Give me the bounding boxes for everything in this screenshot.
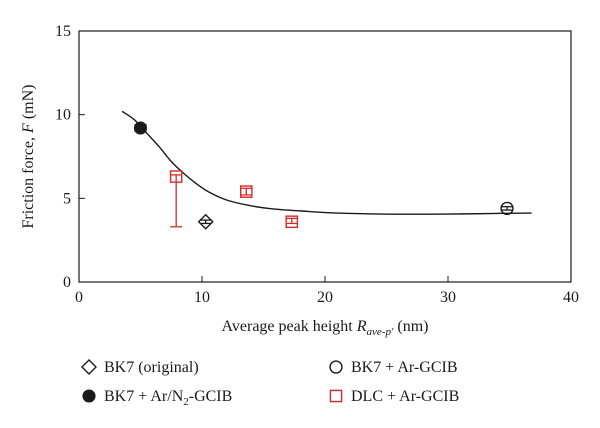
- plot-frame: [78, 30, 572, 283]
- y-axis-label: Friction force, F (mN): [20, 85, 37, 229]
- legend-label: BK7 (original): [104, 359, 199, 376]
- x-tick-label: 0: [75, 289, 83, 306]
- square-marker: [329, 389, 343, 403]
- legend-item: BK7 (original): [81, 359, 199, 376]
- fit-curve: [121, 110, 532, 215]
- x-tick-label: 20: [317, 289, 333, 306]
- legend-marker-diamond-icon: [81, 359, 97, 375]
- data-point: [500, 201, 514, 216]
- x-axis-label: Average peak height Rave-p′ (nm): [222, 318, 429, 338]
- diamond-marker: [81, 359, 97, 375]
- square-marker: [169, 170, 183, 183]
- y-tick-label: 10: [55, 107, 71, 124]
- legend-item: DLC + Ar-GCIB: [329, 388, 459, 405]
- square-marker: [239, 185, 253, 198]
- data-point: [169, 170, 183, 228]
- diamond-marker: [197, 213, 214, 230]
- data-point: [239, 185, 253, 198]
- x-tick-label: 40: [563, 289, 579, 306]
- axes: [78, 30, 572, 283]
- legend-label: BK7 + Ar/N2-GCIB: [104, 388, 232, 408]
- filled-circle-marker: [82, 389, 96, 403]
- legend-label: DLC + Ar-GCIB: [351, 388, 459, 405]
- data-point: [133, 121, 148, 135]
- legend-item: BK7 + Ar/N2-GCIB: [82, 388, 232, 408]
- legend: BK7 (original) BK7 + Ar-GCIB BK7 + Ar/N2…: [81, 359, 459, 408]
- legend-item: BK7 + Ar-GCIB: [329, 359, 457, 376]
- y-tick-label: 0: [63, 274, 71, 291]
- fit-layer: [121, 110, 532, 215]
- circle-marker: [329, 360, 343, 374]
- data-point: [197, 213, 214, 230]
- circle-marker: [500, 201, 514, 216]
- legend-marker-open-circle-icon: [329, 360, 343, 374]
- y-tick-label: 15: [55, 23, 71, 40]
- data-point: [285, 215, 299, 229]
- filled-circle-marker: [133, 121, 148, 135]
- marks-layer: [133, 121, 514, 230]
- ticks-layer: 0 10 20 30 40 0 5 10 15: [55, 23, 579, 306]
- legend-label: BK7 + Ar-GCIB: [351, 359, 457, 376]
- legend-marker-filled-circle-icon: [82, 389, 96, 403]
- x-tick-label: 10: [194, 289, 210, 306]
- x-tick-label: 30: [440, 289, 456, 306]
- square-marker: [285, 215, 299, 229]
- legend-marker-square-icon: [329, 389, 343, 403]
- y-tick-label: 5: [63, 190, 71, 207]
